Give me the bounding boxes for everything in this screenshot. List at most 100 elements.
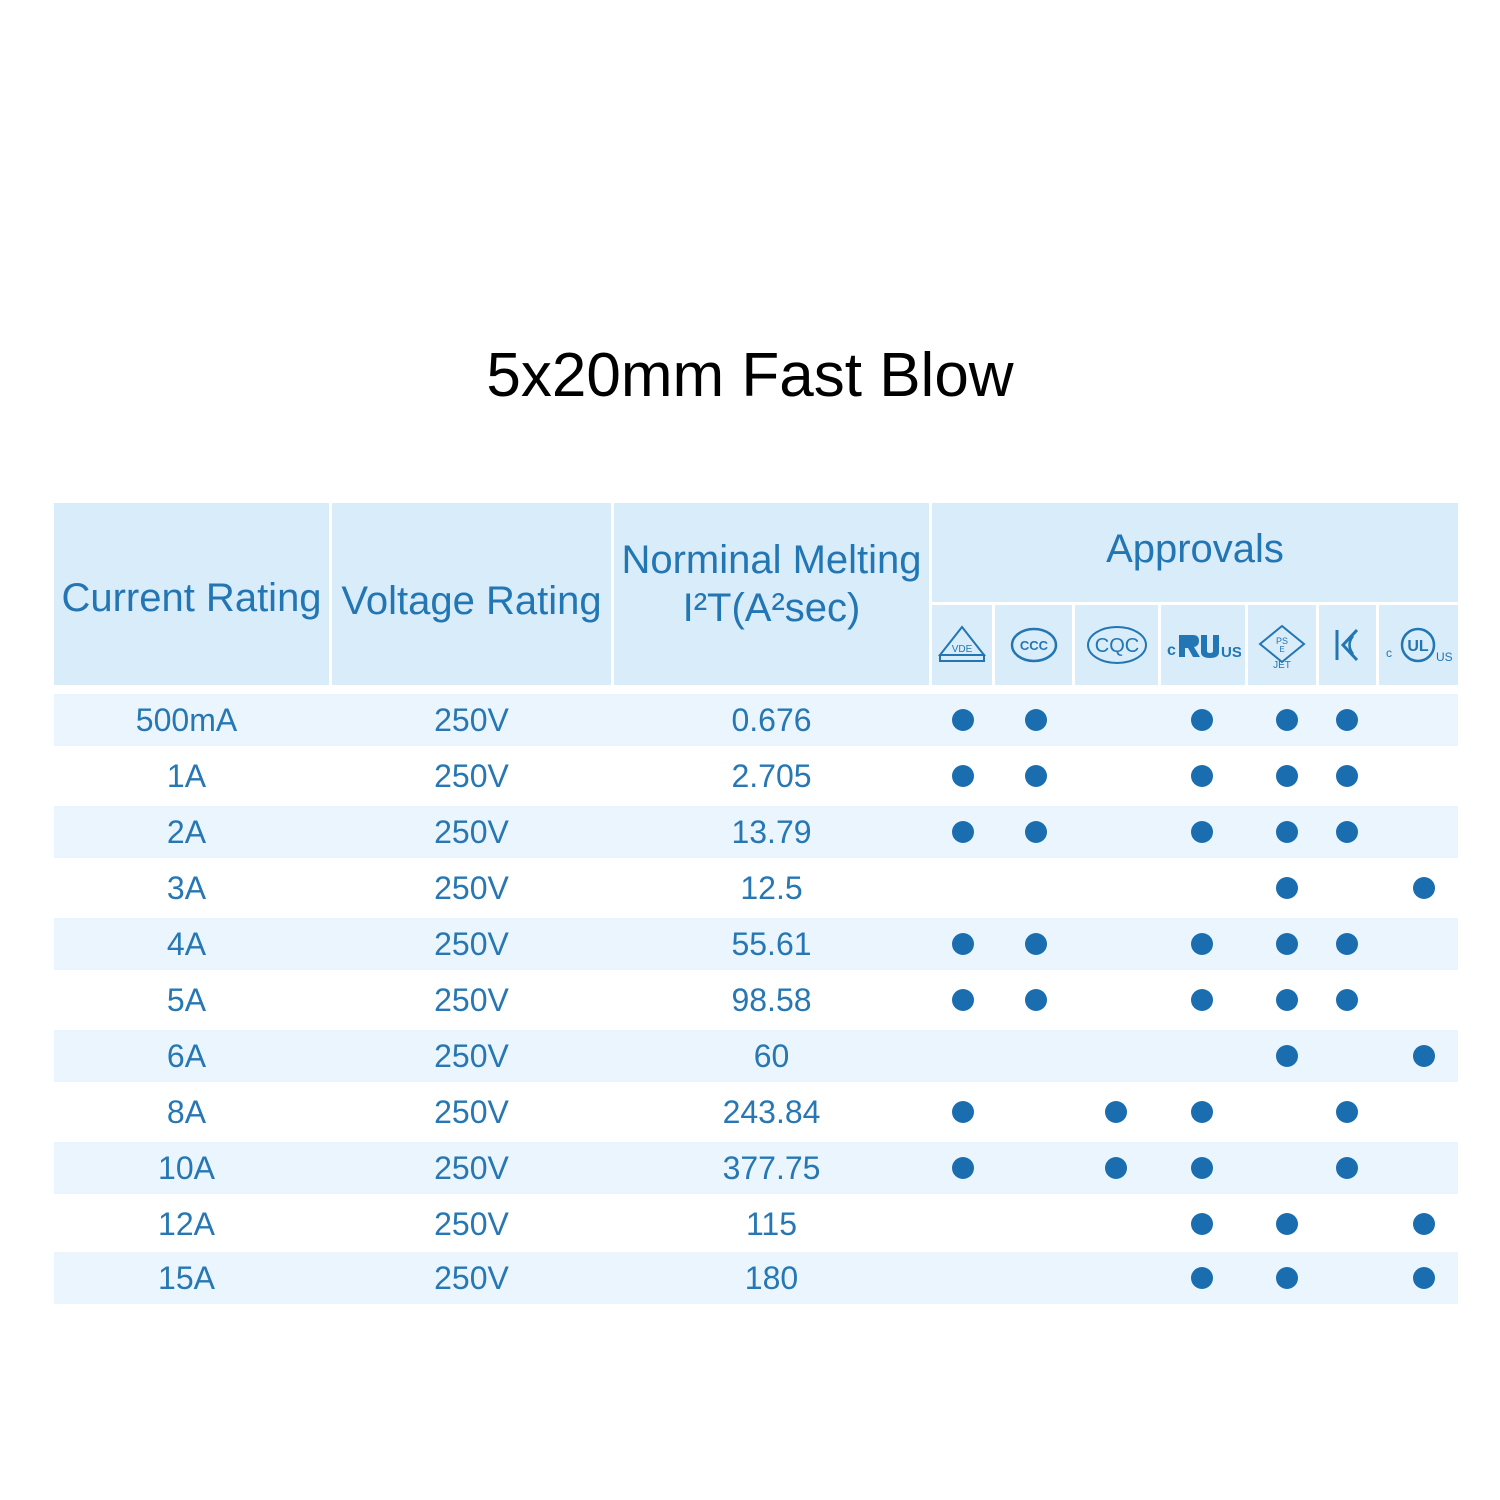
pse-icon-text: JET [1273,660,1291,668]
approval-icon-cell-kc [1319,605,1376,685]
cell-current-rating: 10A [158,1150,215,1186]
approval-dot [1191,765,1213,787]
approval-icon-cell-ur: c US [1161,605,1245,685]
ul-icon: c UL US [1386,627,1452,664]
cell-voltage-rating: 250V [434,1260,509,1296]
cell-melting: 13.79 [731,814,812,850]
cell-melting: 243.84 [722,1094,821,1130]
approval-dot [1336,821,1358,843]
approval-dot [1276,1267,1298,1289]
approval-dot [1336,1101,1358,1123]
approval-dot [1025,821,1047,843]
svg-text:PS: PS [1276,636,1288,646]
cqc-icon-text: CQC [1094,635,1138,657]
table-row: 1A 250V 2.705 [54,750,1458,802]
approval-dot [1191,1267,1213,1289]
approval-dot [1025,933,1047,955]
approval-icon-cell-ul: c UL US [1379,605,1458,685]
cell-melting: 55.61 [731,926,812,962]
approval-dot [1276,877,1298,899]
approval-icon-cell-vde: VDE [932,605,992,685]
approval-dot [1025,709,1047,731]
pse-icon: PS E JET [1258,624,1306,668]
cell-current-rating: 6A [166,1038,207,1074]
approval-dot [1191,1157,1213,1179]
approval-dot [952,989,974,1011]
approval-icon-cell-cqc: CQC [1075,605,1158,685]
header-approvals: Approvals [932,503,1458,602]
cell-melting: 60 [753,1038,790,1074]
approval-dot [1336,989,1358,1011]
approval-dot [952,709,974,731]
cell-voltage-rating: 250V [434,1094,509,1130]
svg-text:c: c [1167,642,1176,659]
cell-melting: 98.58 [731,982,812,1018]
cell-current-rating: 8A [166,1094,207,1130]
vde-icon: VDE [937,625,987,662]
approval-dot [1336,1157,1358,1179]
table-row: 4A 250V 55.61 [54,918,1458,970]
approval-dot [952,821,974,843]
cell-voltage-rating: 250V [434,1150,509,1186]
cell-melting: 377.75 [722,1150,821,1186]
cell-current-rating: 5A [166,982,207,1018]
approval-dot [1105,1157,1127,1179]
approval-dot [1025,765,1047,787]
approval-dot [1336,933,1358,955]
cell-current-rating: 15A [158,1260,215,1296]
header-voltage-label: Voltage Rating [341,579,602,623]
header-approvals-label: Approvals [1106,526,1284,571]
ur-icon-text: US [1221,644,1241,661]
cell-current-rating: 500mA [135,702,238,738]
table-row: 3A 250V 12.5 [54,862,1458,914]
cell-voltage-rating: 250V [434,702,509,738]
approval-dot [1413,877,1435,899]
approval-dot [1276,765,1298,787]
cell-current-rating: 12A [158,1206,215,1242]
approval-dot [1191,1101,1213,1123]
cell-melting: 115 [745,1206,797,1242]
ccc-icon: CCC [1010,627,1057,663]
approval-dot [1191,821,1213,843]
cell-voltage-rating: 250V [434,982,509,1018]
table-row: 15A 250V 180 [54,1252,1458,1304]
approval-dot [952,1101,974,1123]
table-row: 12A 250V 115 [54,1198,1458,1250]
kc-icon [1335,628,1358,662]
header-melting-line2: I²T(A²sec) [682,586,861,630]
cell-melting: 180 [744,1260,799,1296]
header-melting: Norminal Melting I²T(A²sec) [614,503,929,685]
cell-voltage-rating: 250V [434,1038,509,1074]
cell-melting: 0.676 [731,702,812,738]
approval-dot [1276,1213,1298,1235]
table-row: 8A 250V 243.84 [54,1086,1458,1138]
svg-text:c: c [1386,646,1392,660]
approval-dot [952,765,974,787]
approval-dot [1336,709,1358,731]
cell-voltage-rating: 250V [434,758,509,794]
approval-dot [1191,709,1213,731]
approval-dot [1276,1045,1298,1067]
approval-dot [1336,765,1358,787]
header-current-rating: Current Rating [54,503,329,685]
approval-dot [1191,933,1213,955]
header-melting-label: Norminal Melting I²T(A²sec) [621,536,921,632]
cell-current-rating: 2A [166,814,207,850]
approval-icon-cell-pse: PS E JET [1248,605,1316,685]
approval-dot [1191,989,1213,1011]
cell-melting: 12.5 [740,870,803,906]
approval-dot [1276,933,1298,955]
svg-text:UL: UL [1407,638,1429,655]
cell-current-rating: 4A [166,926,207,962]
approval-dot [1276,989,1298,1011]
table-row: 500mA 250V 0.676 [54,694,1458,746]
cell-voltage-rating: 250V [434,1206,509,1242]
approval-dot [1191,1213,1213,1235]
table-row: 5A 250V 98.58 [54,974,1458,1026]
approval-dot [1413,1267,1435,1289]
header-current-label: Current Rating [61,576,322,620]
approval-dot [1276,709,1298,731]
page-title: 5x20mm Fast Blow [486,341,1014,410]
approval-dot [1025,989,1047,1011]
cell-melting: 2.705 [731,758,812,794]
